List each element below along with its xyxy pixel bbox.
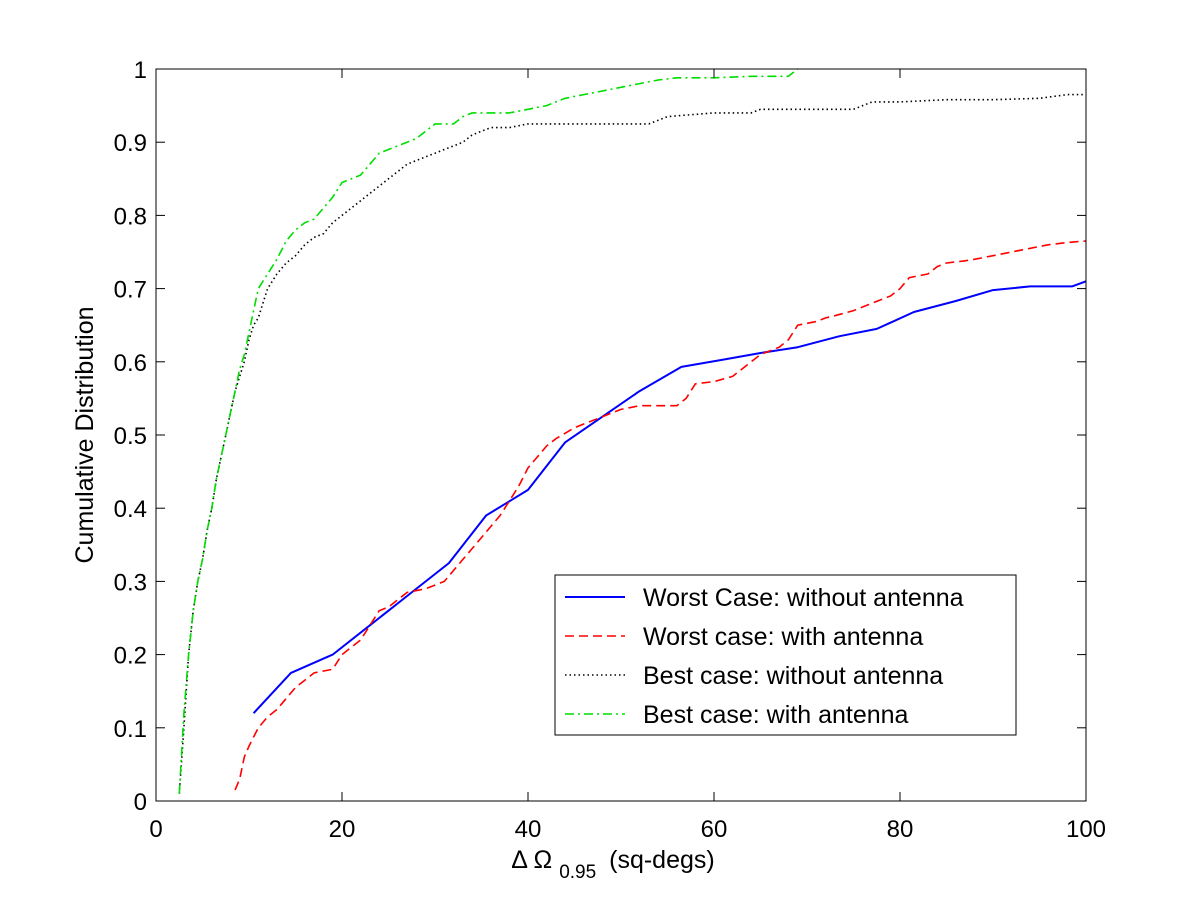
y-tick-label: 0.4 bbox=[114, 496, 147, 523]
x-axis-symbol: Δ Ω bbox=[511, 846, 552, 874]
y-tick-label: 0.6 bbox=[114, 350, 147, 377]
series-line-4 bbox=[178, 68, 799, 794]
legend-label-2: Worst case: with antenna bbox=[643, 623, 923, 651]
ticks-layer: 0 20 40 60 80 100 0 0.1 0.2 0.3 0.4 0.5 0.6 0.7 0.8 0.9… bbox=[114, 57, 1106, 843]
x-axis-title: Δ Ω 0.95 (sq-degs) bbox=[511, 846, 714, 884]
x-axis-subscript: 0.95 bbox=[559, 862, 596, 883]
series-line-3 bbox=[178, 93, 1086, 794]
y-tick-label: 0.1 bbox=[114, 716, 147, 743]
y-tick-label: 0 bbox=[134, 789, 147, 816]
series-line-2 bbox=[234, 240, 1087, 791]
y-axis-title: Cumulative Distribution bbox=[71, 306, 99, 563]
legend-label-1: Worst Case: without antenna bbox=[643, 584, 964, 612]
y-tick-label: 0.8 bbox=[114, 203, 147, 230]
legend-entries: Worst Case: without antenna Worst case: w… bbox=[565, 584, 964, 729]
x-tick-label: 40 bbox=[515, 816, 542, 843]
y-tick-label: 0.7 bbox=[114, 277, 147, 304]
x-tick-label: 80 bbox=[887, 816, 914, 843]
series-line-1 bbox=[252, 280, 1087, 714]
y-tick-label: 0.2 bbox=[114, 643, 147, 670]
series-layer bbox=[178, 68, 1087, 794]
x-axis-units: (sq-degs) bbox=[609, 846, 715, 874]
legend-box bbox=[554, 574, 1017, 736]
y-tick-label: 1 bbox=[134, 57, 147, 84]
y-tick-label: 0.3 bbox=[114, 569, 147, 596]
y-tick-label: 0.9 bbox=[114, 130, 147, 157]
legend: Worst Case: without antenna Worst case: w… bbox=[554, 574, 1017, 736]
y-tick-label: 0.5 bbox=[114, 423, 147, 450]
legend-label-3: Best case: without antenna bbox=[643, 662, 943, 690]
legend-label-4: Best case: with antenna bbox=[643, 701, 909, 729]
x-tick-label: 100 bbox=[1066, 816, 1106, 843]
x-tick-label: 0 bbox=[149, 816, 162, 843]
x-tick-label: 60 bbox=[701, 816, 728, 843]
x-tick-label: 20 bbox=[329, 816, 356, 843]
